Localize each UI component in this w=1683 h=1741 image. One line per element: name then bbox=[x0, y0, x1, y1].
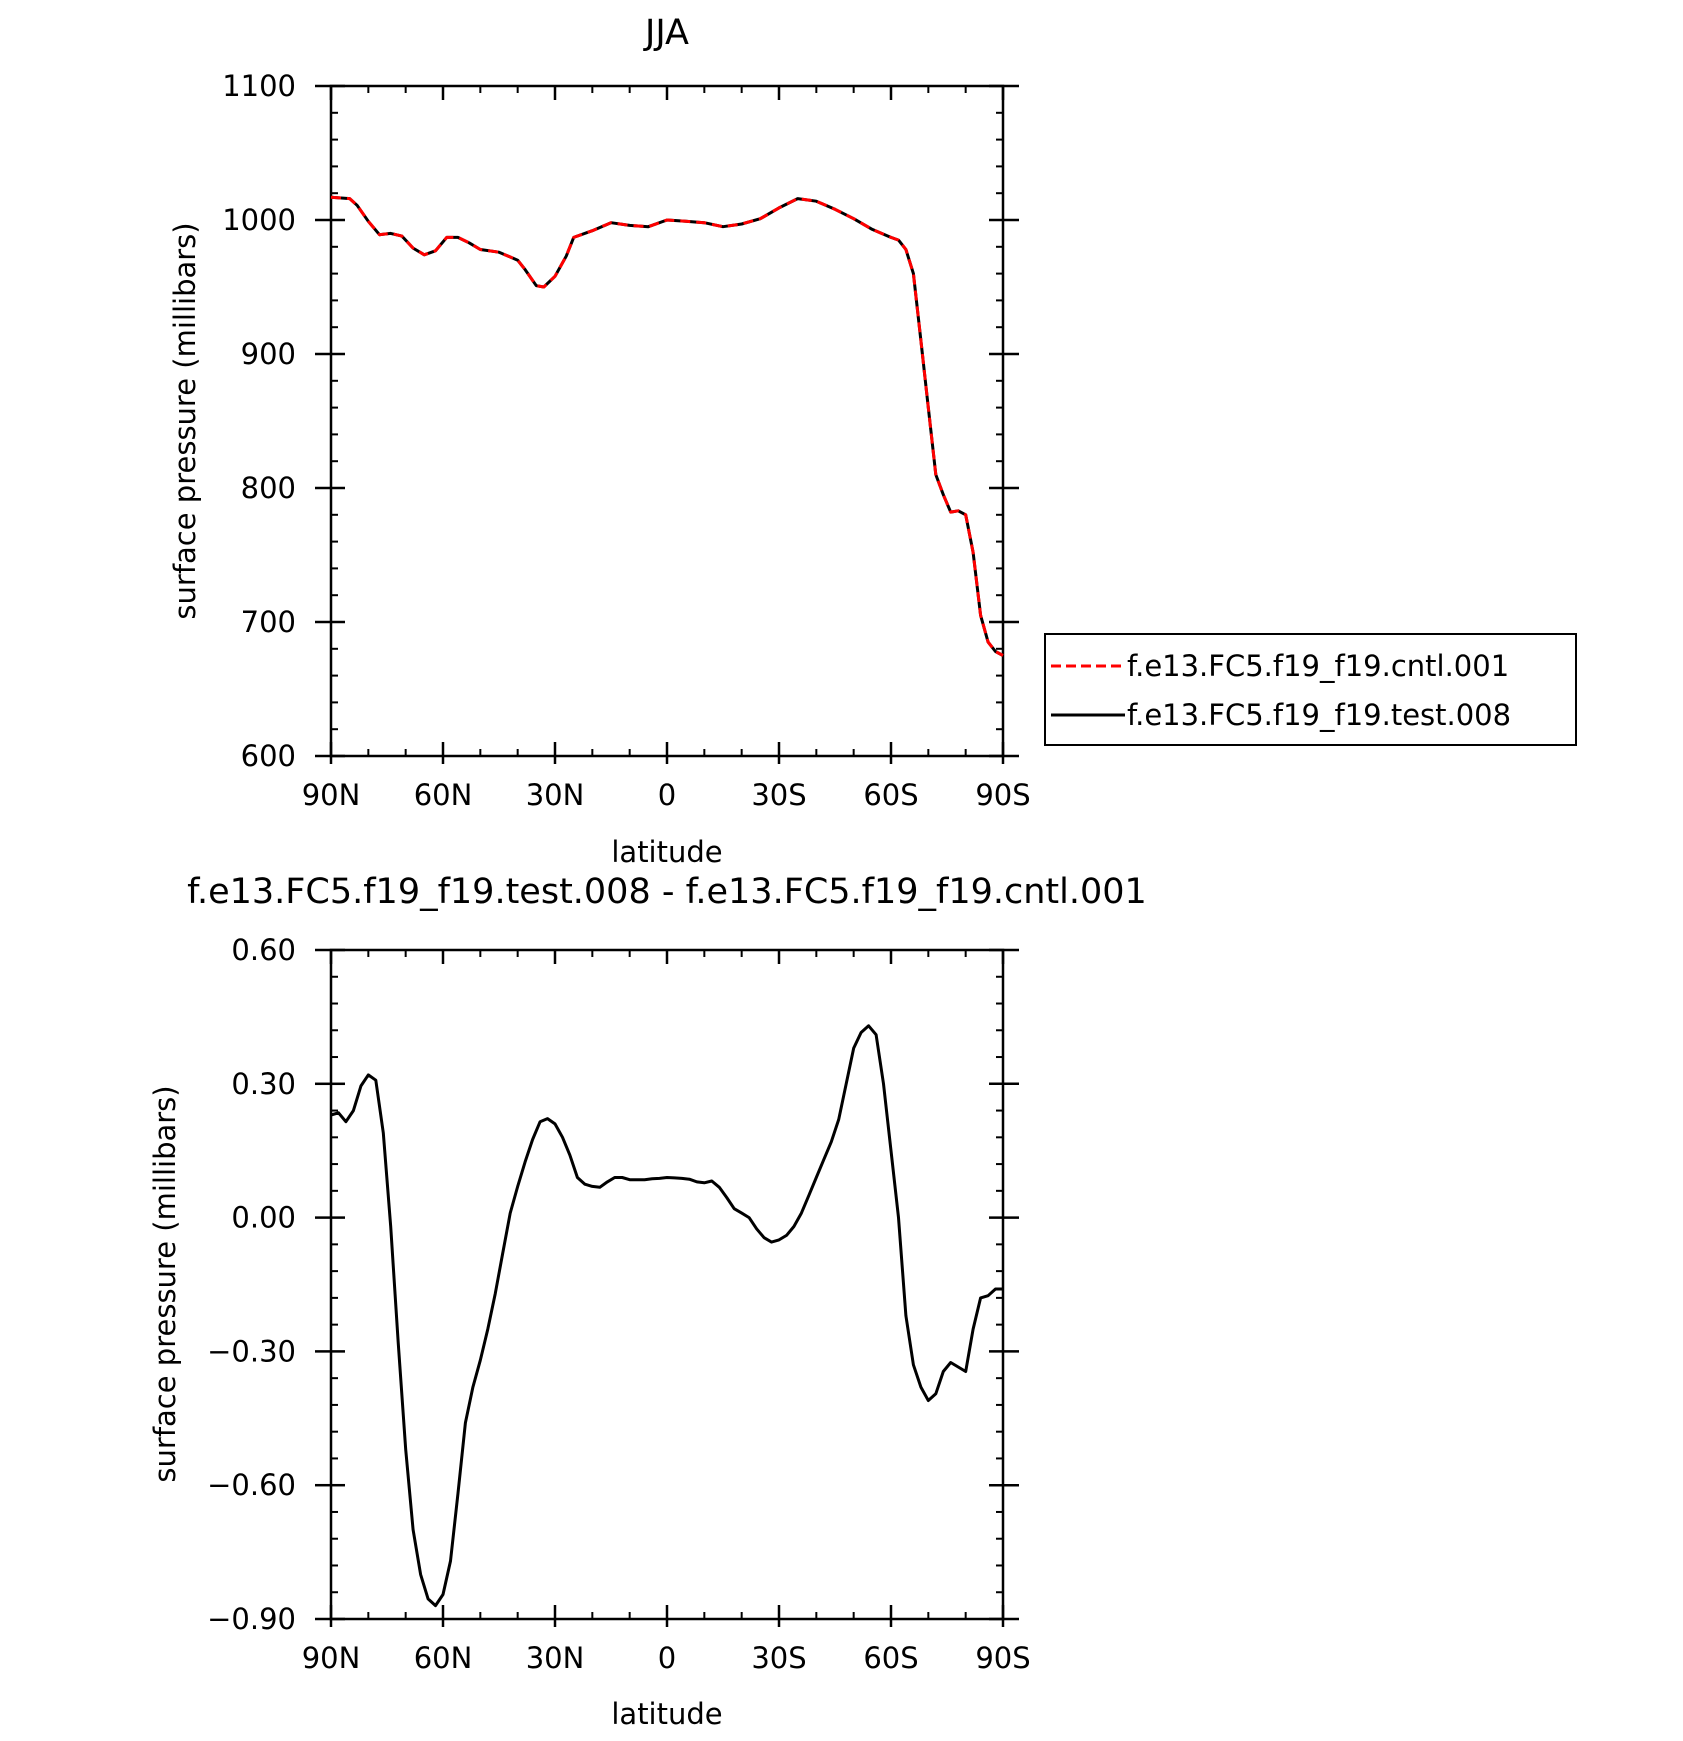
axis-ticks: 90N 60N 30N 0 30S 60S 90S −0.90 −0.60 −0.30 0.00 0.… bbox=[207, 933, 1031, 1675]
x-tick-label: 30S bbox=[751, 1641, 806, 1675]
series-group bbox=[330, 195, 1004, 657]
y-tick-label: 600 bbox=[241, 739, 296, 773]
panel-difference: f.e13.FC5.f19_f19.test.008 - f.e13.FC5.f… bbox=[148, 872, 1147, 1731]
series-line-0 bbox=[330, 195, 1004, 657]
legend-label-test: f.e13.FC5.f19_f19.test.008 bbox=[1127, 698, 1511, 732]
legend-label-cntl: f.e13.FC5.f19_f19.cntl.001 bbox=[1127, 649, 1509, 683]
y-tick-label: −0.60 bbox=[207, 1468, 296, 1502]
series-group bbox=[330, 1024, 1003, 1608]
y-tick-label: 700 bbox=[241, 605, 296, 639]
y-tick-label: −0.30 bbox=[207, 1334, 296, 1368]
axis-ticks: 90N 60N 30N 0 30S 60S 90S 600 700 800 900 1000 1100 bbox=[222, 69, 1030, 812]
x-tick-label: 90N bbox=[302, 1641, 361, 1675]
x-tick-label: 60N bbox=[414, 778, 473, 812]
y-axis-label: surface pressure (millibars) bbox=[168, 222, 202, 619]
x-tick-label: 30N bbox=[526, 1641, 585, 1675]
y-tick-label: 0.30 bbox=[231, 1067, 296, 1101]
x-axis-label: latitude bbox=[611, 1697, 722, 1731]
y-tick-label: 1000 bbox=[222, 203, 296, 237]
chart-title: f.e13.FC5.f19_f19.test.008 - f.e13.FC5.f… bbox=[187, 872, 1147, 912]
y-tick-label: 800 bbox=[241, 471, 296, 505]
legend-box bbox=[1044, 633, 1577, 746]
x-tick-label: 0 bbox=[658, 1641, 676, 1675]
x-tick-label: 90N bbox=[302, 778, 361, 812]
y-tick-label: 900 bbox=[241, 337, 296, 371]
y-tick-label: 1100 bbox=[222, 69, 296, 103]
x-tick-label: 30S bbox=[751, 778, 806, 812]
x-axis-label: latitude bbox=[611, 835, 722, 869]
x-tick-label: 60S bbox=[863, 778, 918, 812]
x-tick-label: 90S bbox=[975, 1641, 1030, 1675]
x-tick-label: 0 bbox=[658, 778, 676, 812]
panel-jja: JJA latitude surface pressure (millibars… bbox=[168, 13, 1031, 869]
y-tick-label: 0.00 bbox=[231, 1201, 296, 1235]
series-line-1 bbox=[330, 195, 1004, 657]
legend: f.e13.FC5.f19_f19.cntl.001 f.e13.FC5.f19… bbox=[1044, 633, 1577, 746]
y-axis-label: surface pressure (millibars) bbox=[148, 1085, 182, 1482]
plot-frame bbox=[329, 84, 1005, 758]
x-tick-label: 90S bbox=[975, 778, 1030, 812]
chart-title: JJA bbox=[643, 13, 689, 53]
x-tick-label: 60N bbox=[414, 1641, 473, 1675]
x-tick-label: 30N bbox=[526, 778, 585, 812]
y-tick-label: −0.90 bbox=[207, 1602, 296, 1636]
y-tick-label: 0.60 bbox=[231, 933, 296, 967]
series-line-0 bbox=[330, 1024, 1003, 1608]
x-tick-label: 60S bbox=[863, 1641, 918, 1675]
